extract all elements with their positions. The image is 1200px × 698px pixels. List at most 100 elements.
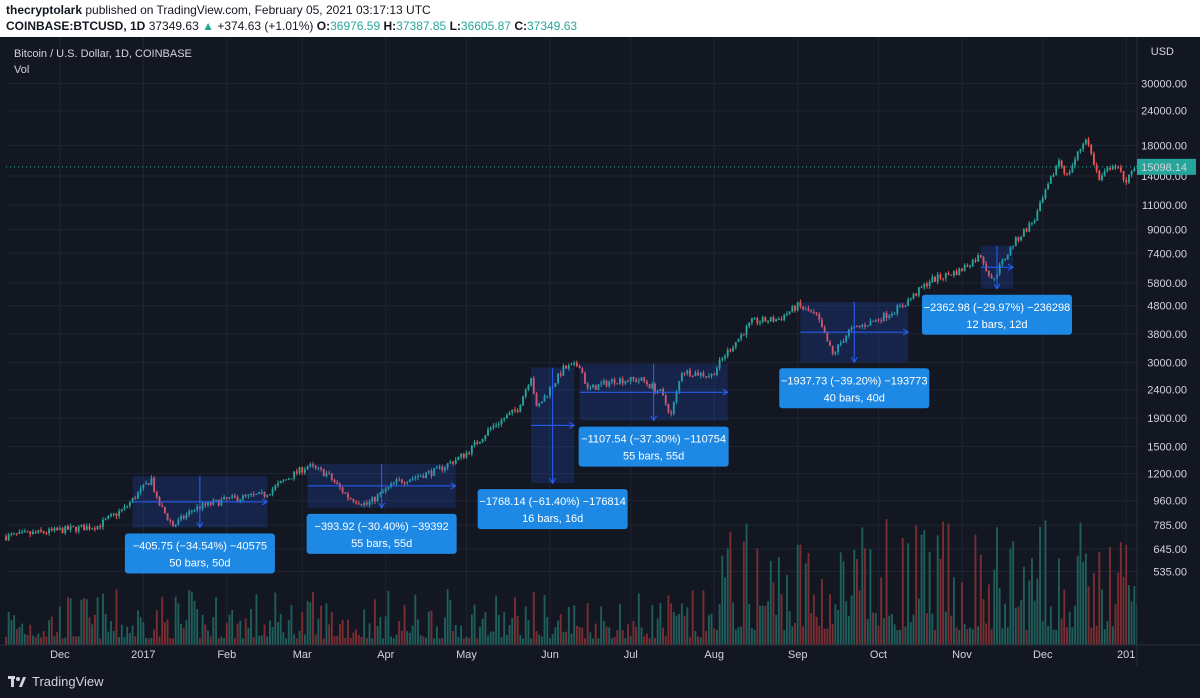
candle: [42, 530, 45, 535]
volume-bar: [729, 531, 732, 645]
volume-bar: [535, 631, 538, 645]
volume-bar: [123, 637, 126, 645]
candle: [532, 376, 535, 395]
x-tick-label: 2017: [131, 649, 155, 661]
candle-body: [721, 358, 724, 360]
volume-bar: [295, 638, 298, 645]
candle-body: [142, 484, 145, 489]
volume-bar: [737, 627, 740, 645]
candle-body: [489, 427, 492, 430]
volume-bar: [408, 632, 411, 645]
candle-body: [1079, 149, 1082, 152]
candle: [298, 466, 301, 476]
volume-bar: [1119, 542, 1122, 645]
volume-bar: [1047, 626, 1050, 645]
volume-bar: [301, 611, 304, 645]
volume-bar: [1006, 627, 1009, 645]
volume-bar: [559, 614, 562, 645]
candle-body: [252, 493, 255, 495]
volume-bar: [1087, 586, 1090, 645]
candle-body: [425, 472, 428, 478]
candle-body: [1122, 171, 1125, 180]
volume-bar: [137, 610, 139, 645]
candle-body: [66, 526, 69, 530]
candle: [764, 316, 767, 322]
volume-bar: [255, 594, 258, 645]
candle-body: [977, 255, 980, 262]
author-name[interactable]: thecryptolark: [6, 3, 83, 17]
candle: [672, 401, 675, 416]
candle-body: [532, 378, 535, 394]
volume-bar: [80, 599, 83, 645]
volume-bar: [31, 635, 34, 645]
candle: [559, 370, 562, 378]
volume-bar: [799, 544, 802, 645]
candle-body: [807, 308, 810, 312]
candle: [322, 468, 325, 477]
candle-body: [188, 511, 191, 515]
candle-body: [635, 379, 638, 382]
candle-body: [242, 495, 244, 500]
measure-bars-label: 50 bars, 50d: [169, 557, 230, 569]
candle: [1041, 195, 1044, 204]
volume-bar: [686, 607, 689, 645]
candle: [974, 257, 977, 264]
candle: [258, 491, 261, 495]
volume-bar: [1092, 572, 1095, 645]
volume-bar: [915, 525, 918, 645]
candle: [287, 477, 290, 481]
candle-body: [452, 461, 454, 464]
candle: [231, 493, 234, 500]
volume-bar: [551, 634, 554, 645]
candle-body: [718, 359, 721, 369]
last-price-tag: [1137, 158, 1196, 175]
tradingview-logo[interactable]: TradingView: [8, 674, 104, 689]
candle: [371, 496, 374, 505]
x-tick-label: Jun: [541, 649, 559, 661]
candle: [18, 529, 21, 535]
candle-body: [435, 467, 438, 469]
candle: [430, 468, 433, 479]
y-tick-label: 1200.00: [1147, 469, 1187, 481]
candle-body: [244, 495, 247, 497]
candle: [142, 484, 145, 491]
volume-bar: [460, 625, 463, 645]
candle-body: [850, 327, 853, 330]
candle-body: [233, 495, 236, 497]
volume-bar: [1098, 551, 1101, 645]
volume-bar: [390, 636, 393, 645]
candle-body: [422, 475, 425, 478]
candle-body: [627, 381, 629, 383]
volume-bar: [198, 638, 201, 645]
candle-body: [457, 456, 460, 460]
candle-body: [500, 419, 503, 425]
volume-bar: [193, 600, 196, 645]
candle-body: [519, 405, 522, 413]
candle-body: [565, 365, 568, 369]
down-arrow-icon: [650, 415, 658, 422]
volume-bar: [624, 638, 627, 645]
candle: [1092, 151, 1095, 166]
volume-bar: [683, 615, 686, 645]
candle: [260, 489, 263, 495]
volume-bar: [1084, 553, 1087, 645]
candle-body: [831, 345, 834, 354]
price-chart[interactable]: Bitcoin / U.S. Dollar, 1D, COINBASE Vol −4…: [0, 37, 1200, 666]
candle-body: [1090, 144, 1093, 154]
candle-body: [888, 315, 891, 318]
candle-body: [376, 494, 379, 502]
candle: [1122, 170, 1125, 183]
candle: [1049, 175, 1052, 184]
volume-bar: [282, 632, 285, 645]
candle: [721, 356, 724, 362]
candle-body: [301, 467, 304, 473]
candle: [209, 501, 212, 507]
candle-body: [637, 380, 640, 382]
volume-bar: [131, 625, 134, 645]
candle-body: [347, 493, 349, 499]
candle: [990, 273, 993, 279]
candle-body: [336, 482, 339, 484]
candle-body: [810, 311, 813, 313]
candle-body: [837, 344, 840, 353]
candle-body: [495, 425, 498, 427]
